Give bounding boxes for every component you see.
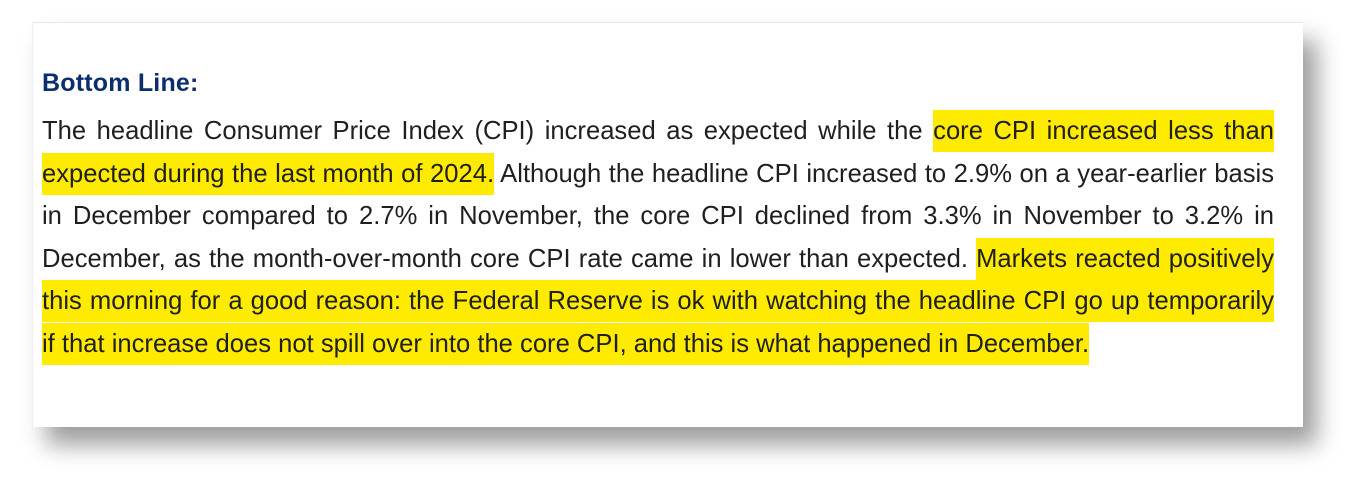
document-excerpt-card: Bottom Line: The headline Consumer Price… xyxy=(32,22,1303,427)
body-paragraph: The headline Consumer Price Index (CPI) … xyxy=(42,110,1275,365)
paragraph-text-1: The headline Consumer Price Index (CPI) … xyxy=(42,117,934,145)
paragraph-text-2: Although the headline CPI increased to 2… xyxy=(42,159,1274,273)
section-heading: Bottom Line: xyxy=(42,69,199,97)
